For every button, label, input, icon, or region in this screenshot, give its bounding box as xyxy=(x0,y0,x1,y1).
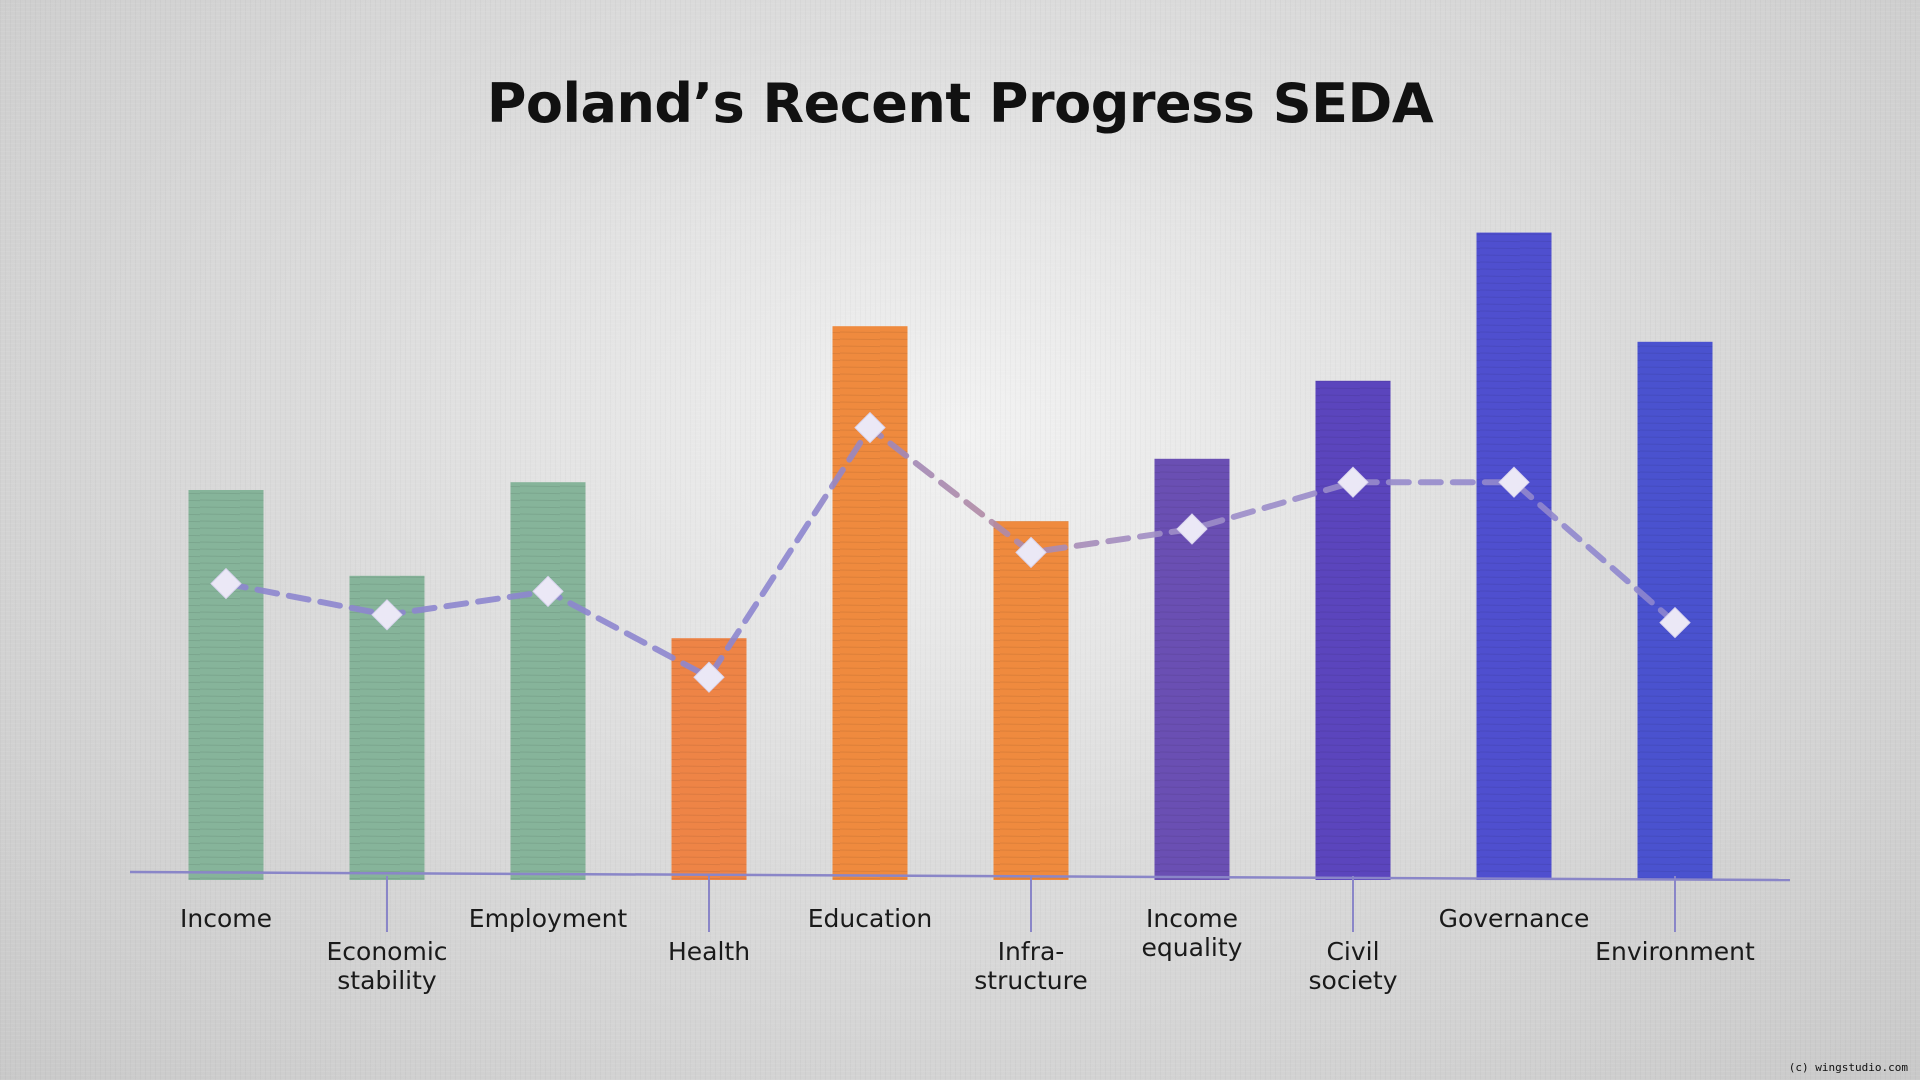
line-series-dashed xyxy=(223,424,1678,681)
x-tick-label: Employment xyxy=(469,904,628,933)
x-tick-label: stability xyxy=(337,966,437,995)
x-tick-label: Infra- xyxy=(998,937,1065,966)
line-point-4 xyxy=(854,411,886,444)
x-tick-label: Education xyxy=(808,904,932,933)
line-point-7 xyxy=(1337,466,1369,498)
x-tick-label: society xyxy=(1309,966,1398,995)
axis-layer xyxy=(129,870,1791,932)
x-tick-label: structure xyxy=(974,966,1087,995)
line-point-1 xyxy=(371,599,403,631)
line-point-5 xyxy=(1015,536,1047,569)
line-point-9 xyxy=(1659,606,1691,639)
line-point-6 xyxy=(1176,513,1208,545)
credit-text: (c) wingstudio.com xyxy=(1788,1061,1908,1074)
line-point-3 xyxy=(693,661,725,693)
bar-texture-infra-structure xyxy=(993,521,1069,880)
x-tick-label: Civil xyxy=(1326,937,1379,966)
line-layer xyxy=(210,411,1691,693)
bar-texture-employment xyxy=(510,482,586,880)
bar-texture-civil-society xyxy=(1315,380,1391,880)
bar-texture-education xyxy=(832,326,908,880)
bar-texture-income xyxy=(188,490,264,880)
line-point-0 xyxy=(210,567,242,600)
bar-texture-governance xyxy=(1476,232,1552,881)
x-tick-label: equality xyxy=(1142,933,1243,962)
x-tick-label: Income xyxy=(1146,904,1238,933)
line-point-8 xyxy=(1498,466,1530,498)
chart-title: Poland’s Recent Progress SEDA xyxy=(486,72,1434,135)
x-tick-label: Income xyxy=(180,904,272,933)
bars-layer xyxy=(188,232,1713,881)
x-tick-label: Health xyxy=(668,937,750,966)
line-point-2 xyxy=(532,575,564,608)
x-tick-label: Environment xyxy=(1595,937,1755,966)
x-tick-label: Economic xyxy=(326,937,447,966)
x-tick-label: Governance xyxy=(1439,904,1590,933)
x-axis-line xyxy=(129,870,1791,882)
